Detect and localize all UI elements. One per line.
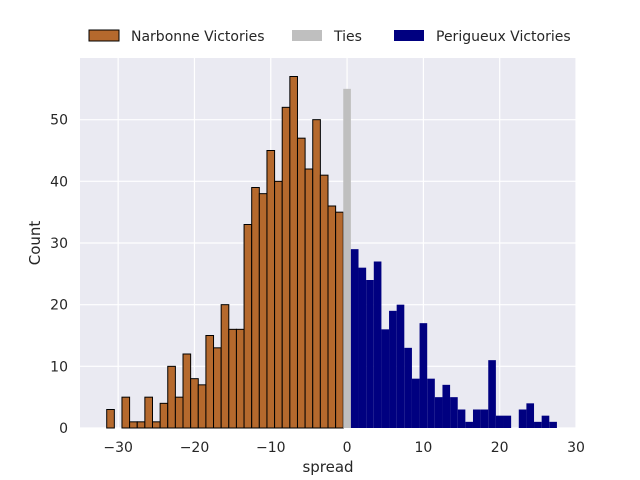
bar-narbonne-victories [296, 137, 306, 429]
bar-perigueux-victories [427, 378, 435, 428]
legend-swatch [292, 30, 322, 41]
bar-perigueux-victories [450, 397, 458, 428]
bar-perigueux-victories [549, 421, 557, 428]
bar-narbonne-victories [228, 328, 237, 429]
bar-narbonne-victories [129, 421, 138, 429]
bar-perigueux-victories [457, 409, 466, 428]
bar-perigueux-victories [465, 421, 473, 428]
legend-item-ties: Ties [292, 29, 362, 45]
legend-label: Perigueux Victories [436, 29, 571, 45]
bar-narbonne-victories [213, 347, 222, 429]
y-tick-label: 0 [59, 421, 68, 437]
bar-perigueux-victories [480, 409, 489, 428]
bar-narbonne-victories [258, 193, 268, 429]
x-tick-label: 0 [343, 440, 352, 456]
bar-narbonne-victories [197, 384, 207, 429]
y-tick-label: 50 [50, 113, 68, 129]
legend-item-narbonne: Narbonne Victories [88, 29, 265, 45]
bar-perigueux-victories [381, 329, 390, 428]
bar-narbonne-victories [327, 205, 337, 429]
bar-narbonne-victories [136, 421, 146, 429]
y-tick-label: 10 [50, 359, 68, 375]
x-tick-labels: −30 −20 −10 0 10 20 30 [103, 440, 585, 456]
bar-perigueux-victories [373, 261, 382, 428]
bar-perigueux-victories [495, 415, 504, 428]
bar-narbonne-victories [235, 328, 245, 429]
bars [106, 76, 557, 429]
bar-narbonne-victories [106, 409, 115, 429]
y-axis-label: Count [26, 221, 44, 266]
bar-narbonne-victories [144, 396, 153, 429]
bar-perigueux-victories [396, 304, 405, 428]
bar-perigueux-victories [534, 421, 542, 428]
bar-perigueux-victories [358, 267, 367, 428]
x-tick-label: −20 [180, 440, 210, 456]
bar-narbonne-victories [304, 168, 314, 429]
legend-swatch [88, 29, 120, 42]
bar-perigueux-victories [411, 378, 420, 428]
legend-label: Narbonne Victories [131, 29, 265, 45]
y-tick-labels: 0 10 20 30 40 50 [50, 113, 68, 437]
bar-ties [343, 88, 351, 428]
bar-perigueux-victories [419, 323, 428, 428]
bar-narbonne-victories [159, 402, 169, 429]
bar-narbonne-victories [190, 378, 199, 429]
bar-narbonne-victories [274, 180, 283, 429]
x-tick-label: −10 [256, 440, 286, 456]
y-tick-label: 20 [50, 298, 68, 314]
x-axis-label: spread [302, 458, 353, 476]
bar-perigueux-victories [404, 347, 412, 428]
bar-narbonne-victories [167, 365, 176, 429]
bar-narbonne-victories [174, 396, 184, 429]
bar-perigueux-victories [503, 415, 512, 428]
bar-narbonne-victories [289, 76, 298, 429]
bar-perigueux-victories [434, 397, 443, 428]
legend-item-perigueux: Perigueux Victories [394, 29, 571, 45]
bar-perigueux-victories [389, 310, 397, 428]
bar-perigueux-victories [488, 360, 496, 428]
bar-perigueux-victories [518, 409, 527, 428]
bar-perigueux-victories [350, 249, 359, 428]
bar-narbonne-victories [319, 174, 329, 429]
x-tick-label: 30 [567, 440, 585, 456]
bar-narbonne-victories [121, 396, 131, 429]
x-tick-label: −30 [103, 440, 133, 456]
bar-narbonne-victories [182, 353, 192, 429]
bar-narbonne-victories [312, 119, 321, 429]
legend-swatch [394, 30, 424, 41]
y-tick-label: 40 [50, 174, 68, 190]
bar-narbonne-victories [266, 150, 276, 429]
legend-label: Ties [333, 29, 362, 45]
bar-narbonne-victories [151, 421, 161, 429]
bar-narbonne-victories [243, 224, 253, 429]
bar-narbonne-victories [251, 187, 260, 429]
bar-perigueux-victories [526, 403, 535, 428]
bar-narbonne-victories [335, 211, 344, 429]
x-tick-label: 10 [414, 440, 432, 456]
x-tick-label: 20 [491, 440, 509, 456]
bar-perigueux-victories [472, 409, 481, 428]
bar-perigueux-victories [366, 280, 374, 428]
y-tick-label: 30 [50, 236, 68, 252]
bar-narbonne-victories [220, 304, 230, 429]
legend: Narbonne Victories Ties Perigueux Victorie… [88, 29, 571, 45]
bar-narbonne-victories [205, 335, 215, 429]
bar-perigueux-victories [541, 415, 550, 428]
bar-narbonne-victories [281, 106, 291, 429]
bar-perigueux-victories [442, 384, 451, 428]
